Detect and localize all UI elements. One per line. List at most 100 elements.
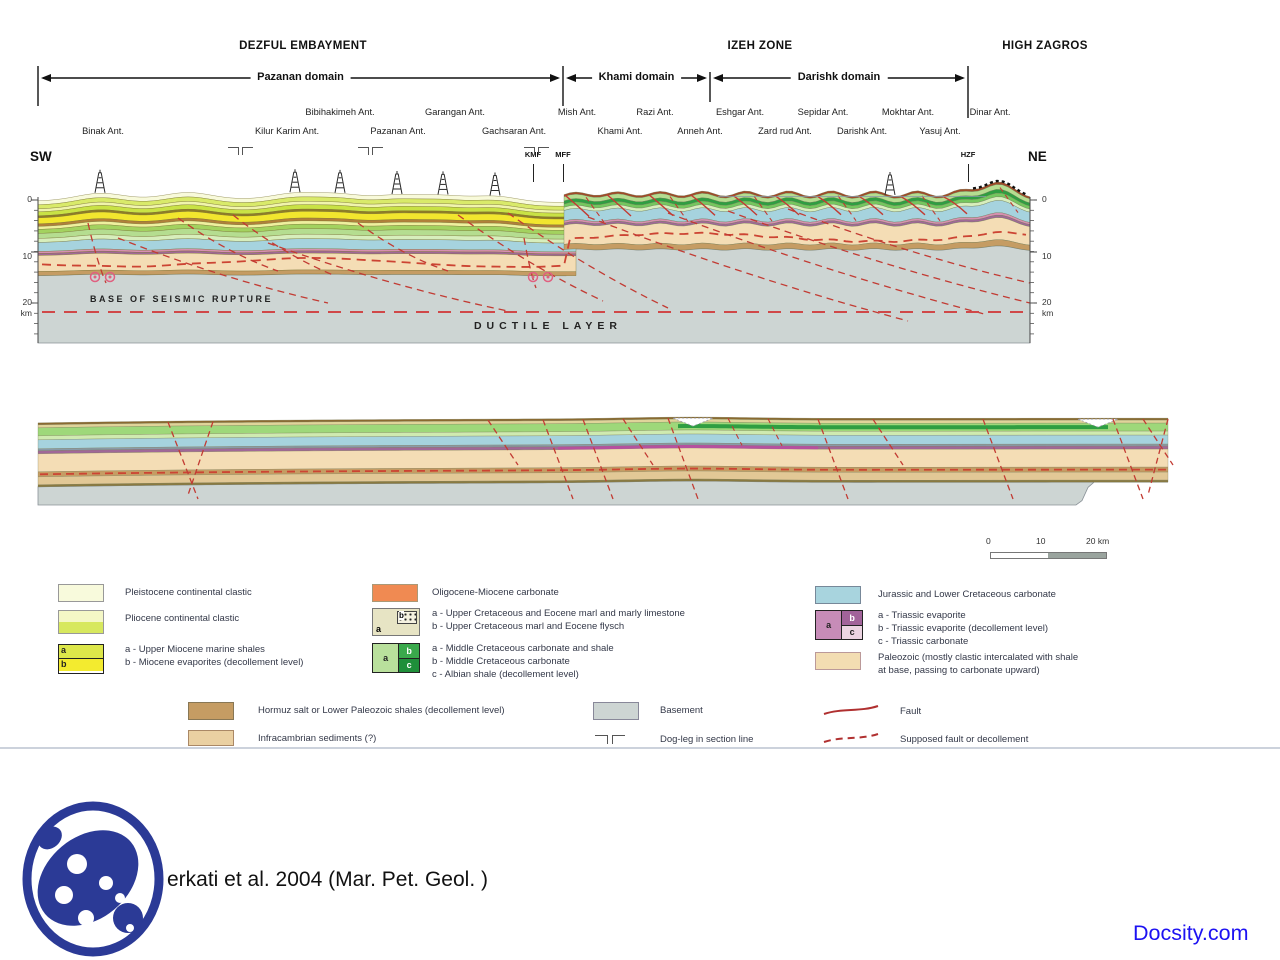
zone-title-2: HIGH ZAGROS xyxy=(1002,40,1088,52)
anticline-label-zard-rud-ant-: Zard rud Ant. xyxy=(758,126,812,136)
anticline-label-darishk-ant-: Darishk Ant. xyxy=(836,126,888,136)
legend-label: Hormuz salt or Lower Paleozoic shales (d… xyxy=(258,705,505,716)
legend-label: a - Upper Miocene marine shales b - Mioce… xyxy=(125,644,304,668)
scale-20km: 20 km xyxy=(1086,536,1110,546)
oil-derrick-icon xyxy=(884,171,896,196)
anticline-label-gachsaran-ant-: Gachsaran Ant. xyxy=(481,126,547,136)
divider-line xyxy=(0,747,1280,749)
citation-text: erkati et al. 2004 (Mar. Pet. Geol. ) xyxy=(167,868,488,891)
legend-label: Pliocene continental clastic xyxy=(125,613,240,624)
scale-bar-left xyxy=(990,552,1050,559)
earthquake-icon xyxy=(527,271,539,283)
dotbox-letter-a: a xyxy=(376,624,382,634)
oil-derrick-icon xyxy=(489,172,501,196)
direction-sw: SW xyxy=(30,149,52,164)
depth-unit-left: km xyxy=(20,308,32,318)
legend-swatch xyxy=(372,584,418,602)
legend-label: Dog-leg in section line xyxy=(660,734,754,745)
dogleg-right xyxy=(538,147,549,155)
anticline-label-mokhtar-ant-: Mokhtar Ant. xyxy=(881,107,935,117)
docsity-watermark-link[interactable]: Docsity.com xyxy=(1133,921,1249,945)
legend-label: a - Triassic evaporite b - Triassic evapo… xyxy=(878,610,1049,647)
legend-swatch xyxy=(593,702,639,720)
anticline-label-bibihakimeh-ant-: Bibihakimeh Ant. xyxy=(305,107,375,117)
legend-swatch xyxy=(188,730,234,746)
anticline-label-khami-ant-: Khami Ant. xyxy=(597,126,643,136)
quad-cell-a: a xyxy=(816,611,842,639)
legend-swatch xyxy=(815,652,861,670)
anticline-label-razi-ant-: Razi Ant. xyxy=(636,107,674,117)
scale-bar-right xyxy=(1048,552,1107,559)
earthquake-icon xyxy=(104,271,116,283)
legend-label: Paleozoic (mostly clastic intercalated w… xyxy=(878,652,1079,676)
legend-swatch xyxy=(58,584,104,602)
legend-label: Pleistocene continental clastic xyxy=(125,587,252,598)
dogleg-symbol-0 xyxy=(228,142,254,155)
depth-label-right-10: 10 xyxy=(1042,251,1052,261)
oil-derrick-icon xyxy=(437,171,449,195)
legend-label: Infracambrian sediments (?) xyxy=(258,733,377,744)
supposed-fault-legend-icon xyxy=(822,731,882,745)
oil-derrick-icon xyxy=(94,169,106,193)
depth-label-left-10: 10 xyxy=(22,251,32,261)
scale-10: 10 xyxy=(1036,536,1046,546)
dogleg-left xyxy=(595,735,608,744)
dogleg-symbol-2 xyxy=(524,142,550,155)
dogleg-right xyxy=(242,147,253,155)
ab-cell-a: a xyxy=(59,645,103,659)
depth-unit-right: km xyxy=(1042,308,1054,318)
dotted-sub-box: b xyxy=(397,611,417,624)
anticline-label-anneh-ant-: Anneh Ant. xyxy=(677,126,723,136)
depth-label-left-20: 20 xyxy=(22,297,32,307)
anticline-label-pazanan-ant-: Pazanan Ant. xyxy=(370,126,426,136)
anticline-label-dinar-ant-: Dinar Ant. xyxy=(969,107,1011,117)
stripe-top xyxy=(59,611,103,622)
dogleg-left xyxy=(524,147,535,155)
fault-tick-hzf xyxy=(968,164,969,182)
quad-cell-c: c xyxy=(841,625,862,639)
anticline-label-garangan-ant-: Garangan Ant. xyxy=(425,107,485,117)
depth-label-right-20: 20 xyxy=(1042,297,1052,307)
fault-tick-mff xyxy=(563,164,564,182)
domain-label-2: Darishk domain xyxy=(790,71,888,83)
legend-label: a - Middle Cretaceous carbonate and shal… xyxy=(432,643,614,680)
legend-label: Supposed fault or decollement xyxy=(900,734,1029,745)
dogleg-right xyxy=(372,147,383,155)
legend-swatch-striped xyxy=(58,610,104,634)
legend-label: a - Upper Cretaceous and Eocene marl and… xyxy=(432,608,685,632)
direction-ne: NE xyxy=(1028,149,1047,164)
docsity-logo-icon xyxy=(22,801,164,957)
base-of-seismic-rupture-label: BASE OF SEISMIC RUPTURE xyxy=(90,294,273,304)
quad-cell-b: b xyxy=(841,611,862,626)
legend-swatch xyxy=(188,702,234,720)
domain-label-1: Khami domain xyxy=(591,71,682,83)
anticline-label-yasuj-ant-: Yasuj Ant. xyxy=(919,126,961,136)
cross-section-present: BASE OF SEISMIC RUPTURE DUCTILE LAYER xyxy=(31,169,1037,344)
stripe-bottom xyxy=(59,622,103,633)
cross-section-restored xyxy=(37,416,1174,506)
fault-legend-icon xyxy=(822,703,882,717)
dogleg-left xyxy=(358,147,369,155)
domain-label-0: Pazanan domain xyxy=(250,71,351,83)
ductile-layer-label: DUCTILE LAYER xyxy=(474,320,622,332)
anticline-label-binak-ant-: Binak Ant. xyxy=(82,126,124,136)
dotbox-letter-b: b xyxy=(399,611,404,620)
zone-title-0: DEZFUL EMBAYMENT xyxy=(239,40,367,52)
legend-label: Oligocene-Miocene carbonate xyxy=(432,587,559,598)
depth-label-left-0: 0 xyxy=(27,194,32,204)
anticline-label-mish-ant-: Mish Ant. xyxy=(557,107,597,117)
oil-derrick-icon xyxy=(289,169,301,193)
dogleg-left xyxy=(228,147,239,155)
oil-derrick-icon xyxy=(391,171,403,195)
fault-label-mff: MFF xyxy=(555,150,571,159)
dogleg-right xyxy=(612,735,625,744)
quad-cell-a: a xyxy=(373,644,399,672)
anticline-label-sepidar-ant-: Sepidar Ant. xyxy=(797,107,849,117)
dogleg-legend-icon xyxy=(595,731,629,744)
fault-label-kmf: KMF xyxy=(524,150,542,159)
fault-label-hzf: HZF xyxy=(960,150,976,159)
scale-0: 0 xyxy=(986,536,991,546)
zone-title-1: IZEH ZONE xyxy=(727,40,793,52)
